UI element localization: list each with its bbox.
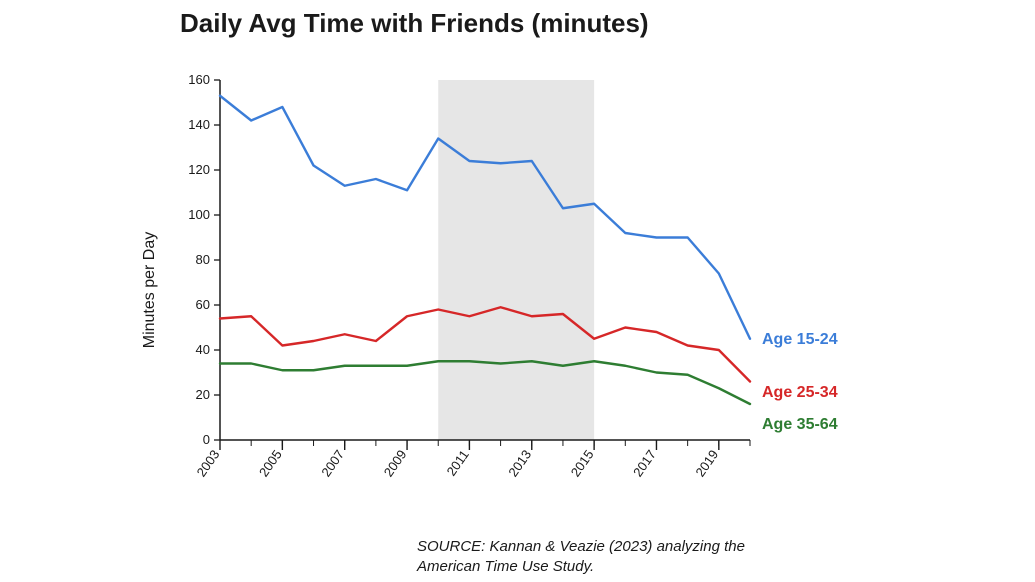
svg-text:2007: 2007 <box>318 447 347 479</box>
svg-text:2009: 2009 <box>381 447 410 479</box>
svg-text:2017: 2017 <box>630 447 659 479</box>
svg-text:80: 80 <box>196 252 210 267</box>
svg-text:160: 160 <box>188 72 210 87</box>
svg-text:140: 140 <box>188 117 210 132</box>
svg-text:120: 120 <box>188 162 210 177</box>
y-axis-label: Minutes per Day <box>141 232 159 349</box>
source-line-1: SOURCE: Kannan & Veazie (2023) analyzing… <box>417 538 745 555</box>
chart-title: Daily Avg Time with Friends (minutes) <box>180 8 649 39</box>
series-label-age-25-34: Age 25-34 <box>762 384 838 402</box>
series-label-age-15-24: Age 15-24 <box>762 331 838 349</box>
svg-text:2013: 2013 <box>505 447 534 479</box>
svg-text:2003: 2003 <box>194 447 223 479</box>
source-citation: SOURCE: Kannan & Veazie (2023) analyzing… <box>417 537 817 576</box>
svg-text:2019: 2019 <box>692 447 721 479</box>
svg-text:20: 20 <box>196 387 210 402</box>
svg-text:40: 40 <box>196 342 210 357</box>
svg-text:100: 100 <box>188 207 210 222</box>
page: Daily Avg Time with Friends (minutes) Mi… <box>0 0 1035 582</box>
svg-text:2015: 2015 <box>568 447 597 479</box>
svg-text:2005: 2005 <box>256 447 285 479</box>
line-chart: 0 20 40 60 80 100 120 140 160 2003 2005 2007 2009 201… <box>160 70 780 510</box>
series-label-age-35-64: Age 35-64 <box>762 416 838 434</box>
svg-text:2011: 2011 <box>444 447 472 479</box>
source-line-2: American Time Use Study. <box>417 558 594 575</box>
chart-container: Minutes per Day 020406080100120140160200… <box>160 70 780 510</box>
svg-text:0: 0 <box>203 432 210 447</box>
svg-text:60: 60 <box>196 297 210 312</box>
